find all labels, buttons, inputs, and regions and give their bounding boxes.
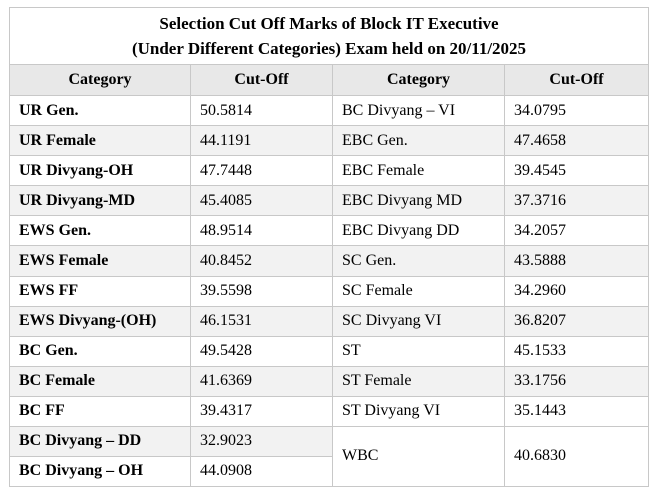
right-category-cell: BC Divyang – VI [332,95,505,127]
left-category-cell: BC Divyang – DD [9,425,191,457]
header-category-left: Category [9,64,191,97]
left-cutoff-cell: 48.9514 [190,215,333,247]
right-cutoff-cell: 34.0795 [504,95,649,127]
table-row: BC Divyang – DD 32.9023 WBC 40.6830 [9,425,649,488]
table-row: EWS Divyang-(OH) 46.1531 SC Divyang VI 3… [9,305,649,337]
right-cutoff-cell: 35.1443 [504,395,649,427]
right-category-cell: EBC Gen. [332,125,505,157]
table-row: UR Gen. 50.5814 BC Divyang – VI 34.0795 [9,95,649,127]
left-cutoff-cell: 40.8452 [190,245,333,277]
left-cutoff-cell: 44.1191 [190,125,333,157]
left-cutoff-cell: 44.0908 [190,455,333,488]
right-cutoff-cell: 47.4658 [504,125,649,157]
left-cutoff-cell: 41.6369 [190,365,333,397]
left-category-cell: EWS Divyang-(OH) [9,305,191,337]
left-category-cell: EWS Female [9,245,191,277]
right-cutoff-cell: 34.2057 [504,215,649,247]
table-row: EWS Gen. 48.9514 EBC Divyang DD 34.2057 [9,215,649,247]
left-category-cell: UR Female [9,125,191,157]
right-cutoff-cell: 43.5888 [504,245,649,277]
left-category-cell: UR Divyang-MD [9,185,191,217]
header-cutoff-left: Cut-Off [190,64,333,97]
table-row: UR Divyang-OH 47.7448 EBC Female 39.4545 [9,155,649,187]
right-cutoff-cell: 45.1533 [504,335,649,367]
right-category-cell: SC Divyang VI [332,305,505,337]
table-title: Selection Cut Off Marks of Block IT Exec… [9,6,649,66]
left-cutoff-cell: 46.1531 [190,305,333,337]
left-category-cell: BC Gen. [9,335,191,367]
header-cutoff-right: Cut-Off [504,64,649,97]
left-category-cell: BC Female [9,365,191,397]
table-row: BC Divyang – OH 44.0908 [9,455,649,488]
left-cutoff-cell: 47.7448 [190,155,333,187]
table-row: EWS Female 40.8452 SC Gen. 43.5888 [9,245,649,277]
header-row: Category Cut-Off Category Cut-Off [9,64,649,97]
table-row: BC Female 41.6369 ST Female 33.1756 [9,365,649,397]
left-cutoff-cell: 32.9023 [190,425,333,457]
left-cutoff-cell: 49.5428 [190,335,333,367]
right-category-cell: WBC [332,425,505,488]
title-line-2: (Under Different Categories) Exam held o… [131,39,527,59]
right-category-cell: SC Female [332,275,505,307]
left-cutoff-cell: 45.4085 [190,185,333,217]
right-cutoff-cell: 39.4545 [504,155,649,187]
left-category-cell: UR Gen. [9,95,191,127]
right-category-cell: ST Divyang VI [332,395,505,427]
left-category-cell: UR Divyang-OH [9,155,191,187]
title-line-1: Selection Cut Off Marks of Block IT Exec… [159,14,499,34]
right-category-cell: ST [332,335,505,367]
right-category-cell: SC Gen. [332,245,505,277]
right-category-cell: EBC Divyang MD [332,185,505,217]
left-category-cell: EWS Gen. [9,215,191,247]
right-cutoff-cell: 37.3716 [504,185,649,217]
left-category-cell: BC FF [9,395,191,427]
left-category-cell: BC Divyang – OH [9,455,191,488]
cutoff-table: Selection Cut Off Marks of Block IT Exec… [9,6,649,488]
left-category-cell: EWS FF [9,275,191,307]
right-cutoff-cell: 40.6830 [504,425,649,488]
table-row: BC FF 39.4317 ST Divyang VI 35.1443 [9,395,649,427]
right-cutoff-cell: 36.8207 [504,305,649,337]
table-row: BC Gen. 49.5428 ST 45.1533 [9,335,649,367]
right-category-cell: ST Female [332,365,505,397]
left-cutoff-cell: 39.5598 [190,275,333,307]
table-row: UR Divyang-MD 45.4085 EBC Divyang MD 37.… [9,185,649,217]
left-cutoff-cell: 39.4317 [190,395,333,427]
header-category-right: Category [332,64,505,97]
right-cutoff-cell: 34.2960 [504,275,649,307]
left-cutoff-cell: 50.5814 [190,95,333,127]
table-row: UR Female 44.1191 EBC Gen. 47.4658 [9,125,649,157]
right-category-cell: EBC Female [332,155,505,187]
right-category-cell: EBC Divyang DD [332,215,505,247]
table-row: EWS FF 39.5598 SC Female 34.2960 [9,275,649,307]
right-cutoff-cell: 33.1756 [504,365,649,397]
